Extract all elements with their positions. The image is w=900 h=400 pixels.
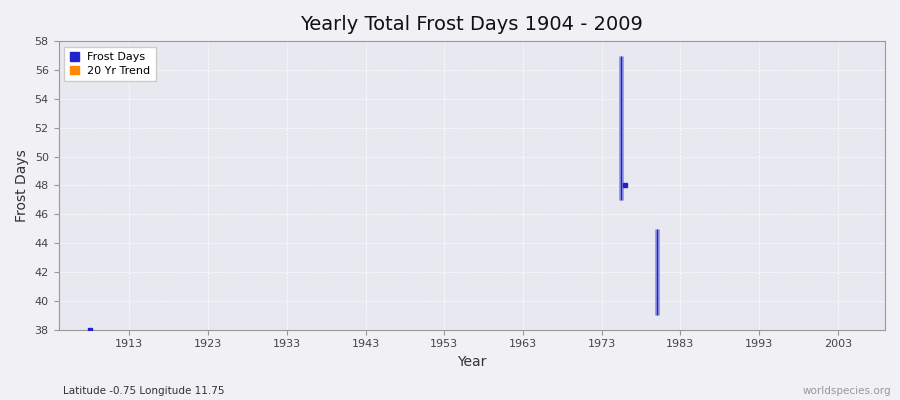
Legend: Frost Days, 20 Yr Trend: Frost Days, 20 Yr Trend	[64, 47, 156, 81]
Title: Yearly Total Frost Days 1904 - 2009: Yearly Total Frost Days 1904 - 2009	[301, 15, 644, 34]
Text: worldspecies.org: worldspecies.org	[803, 386, 891, 396]
X-axis label: Year: Year	[457, 355, 487, 369]
Text: Latitude -0.75 Longitude 11.75: Latitude -0.75 Longitude 11.75	[63, 386, 224, 396]
Y-axis label: Frost Days: Frost Days	[15, 149, 29, 222]
